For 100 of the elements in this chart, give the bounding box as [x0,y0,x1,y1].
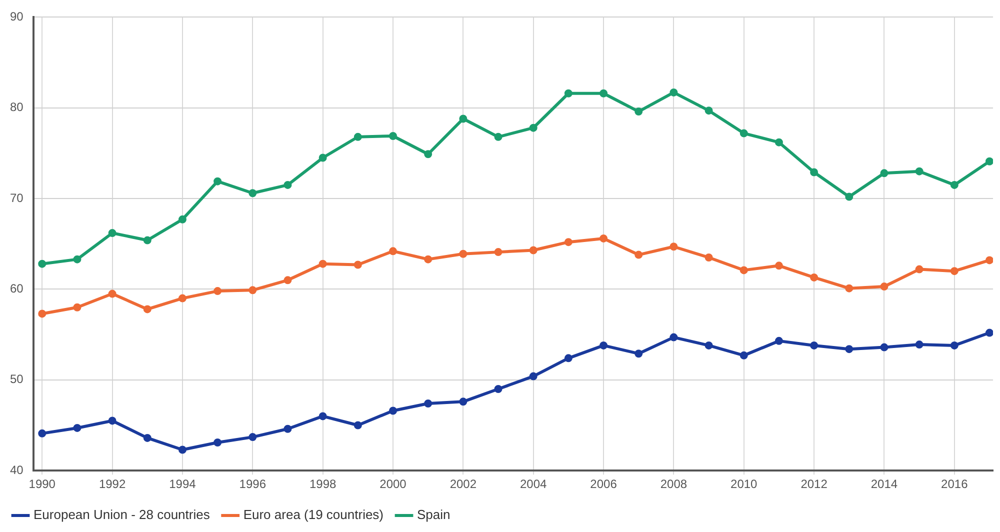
point [424,399,432,408]
point [845,284,854,292]
point [774,262,783,270]
point [248,189,257,198]
point [810,168,818,176]
point [459,250,468,258]
point [950,180,958,189]
point [108,416,116,425]
point [214,438,222,446]
point [38,310,46,318]
point [564,238,572,246]
point [564,89,572,98]
point [494,132,502,141]
point [915,340,924,349]
point [214,287,222,296]
point [810,341,818,350]
point [459,398,468,406]
point [354,421,362,430]
point [600,341,608,350]
y-tick-label: 70 [10,190,24,205]
point [318,154,327,162]
point [529,124,538,132]
point [214,177,222,186]
point [354,132,362,141]
point [915,265,924,274]
point [354,260,362,269]
point [880,282,888,291]
point [178,294,186,302]
point [845,192,854,201]
point [389,406,397,415]
x-tick-label: 2008 [660,477,688,492]
x-tick-label: 2004 [520,477,548,492]
point [38,429,46,438]
point [73,424,82,432]
point [73,303,82,312]
point [600,234,608,242]
point [950,341,958,350]
point [985,157,993,166]
point [880,169,888,178]
point [143,305,152,314]
point [108,229,116,238]
point [284,424,292,433]
point [634,350,643,358]
point [424,255,432,264]
x-tick-label: 2002 [450,477,477,492]
point [73,255,82,264]
point [318,412,327,420]
point [143,434,152,442]
point [845,345,854,354]
point [740,351,748,360]
point [774,138,783,146]
point [178,446,186,454]
point [494,384,502,393]
point [985,328,993,337]
point [880,343,888,352]
y-tick-label: 40 [10,462,24,477]
point [248,433,257,442]
point [704,106,713,115]
point [529,246,538,254]
x-tick-label: 1998 [309,477,336,492]
legend-label: European Union - 28 countries [34,507,210,522]
point [670,88,678,96]
point [634,250,643,259]
point [108,290,116,298]
point [740,266,748,274]
point [143,236,152,244]
x-tick-label: 2010 [730,477,758,492]
point [600,89,608,98]
x-tick-label: 1996 [239,477,266,492]
point [248,286,257,294]
x-tick-label: 1990 [28,477,56,492]
point [284,276,292,284]
point [564,354,572,362]
point [459,114,468,123]
legend-label: Euro area (19 countries) [243,507,384,522]
point [389,132,397,140]
point [740,129,748,138]
x-tick-label: 2016 [941,477,968,492]
point [950,267,958,276]
point [634,108,643,116]
point [284,180,292,189]
y-tick-label: 60 [10,282,24,296]
point [985,256,993,264]
point [670,333,678,342]
x-tick-label: 2014 [870,477,898,492]
point [704,341,713,350]
x-tick-label: 1994 [169,477,196,492]
point [915,167,924,176]
point [494,248,502,256]
y-tick-label: 80 [10,100,24,114]
x-tick-label: 2006 [590,477,618,492]
x-tick-label: 2012 [800,477,828,492]
point [774,336,783,345]
x-tick-label: 2000 [380,477,407,492]
legend-label: Spain [417,507,450,522]
y-tick-label: 90 [10,10,24,24]
point [389,247,397,256]
point [810,273,818,282]
y-tick-label: 50 [10,372,24,386]
x-tick-label: 1992 [98,477,126,492]
